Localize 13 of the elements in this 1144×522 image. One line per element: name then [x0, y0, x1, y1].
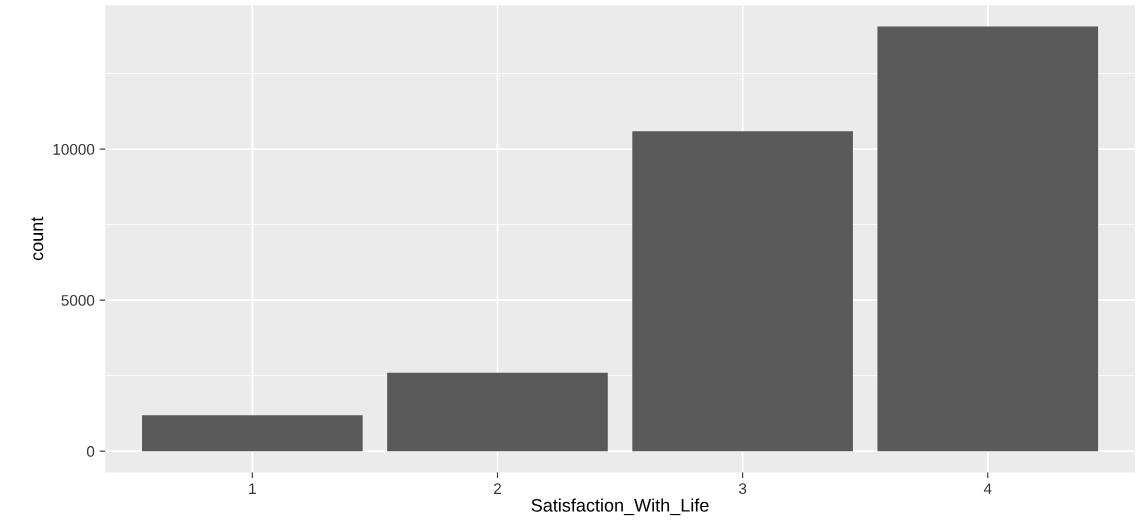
bar [877, 26, 1099, 452]
x-tick-label: 1 [249, 483, 256, 494]
y-tick-label: 5000 [61, 295, 95, 306]
x-tick-label: 4 [983, 483, 992, 494]
x-axis-title: Satisfaction_With_Life [531, 498, 709, 516]
y-axis-title: count [31, 216, 44, 261]
y-tick-label: 10000 [53, 143, 95, 155]
x-tick-label: 2 [494, 483, 501, 494]
bar [142, 415, 363, 452]
bar [387, 372, 608, 452]
bar [632, 131, 853, 452]
x-tick-label: 3 [738, 483, 747, 495]
y-tick-label: 0 [86, 446, 95, 457]
